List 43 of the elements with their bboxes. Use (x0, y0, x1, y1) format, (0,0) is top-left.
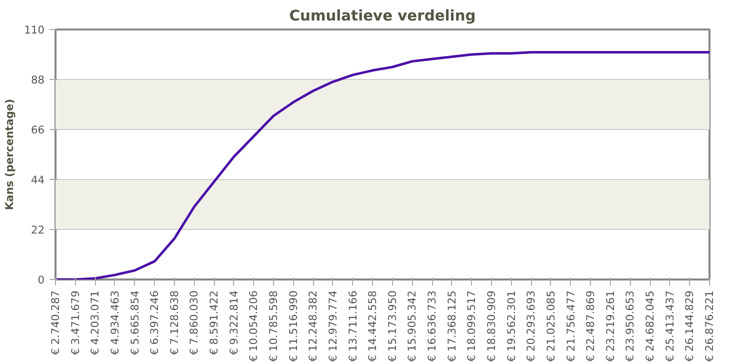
x-tick-label: € 8.591.422 (208, 290, 221, 355)
x-tick-label: € 3.471.679 (68, 290, 82, 355)
x-tick-label: € 4.203.071 (88, 290, 102, 355)
x-tick-label: € 18.099.517 (465, 290, 478, 362)
y-tick-label: 66 (30, 124, 45, 136)
x-tick-label: € 10.054.206 (247, 290, 260, 362)
y-tick-label: 110 (24, 24, 45, 36)
x-tick-label: € 6.397.246 (148, 290, 162, 355)
x-tick-label: € 5.665.854 (128, 290, 142, 355)
x-tick-label: € 10.785.598 (267, 290, 280, 362)
x-tick-label: € 4.934.463 (108, 290, 122, 355)
x-tick-label: € 11.516.990 (286, 290, 300, 362)
x-tick-label: € 23.219.261 (604, 290, 617, 362)
x-tick-label: € 20.293.693 (524, 290, 538, 362)
x-tick-label: € 15.173.950 (386, 290, 399, 362)
y-tick-label: 0 (38, 274, 45, 286)
x-tick-label: € 12.979.774 (326, 290, 340, 362)
line-series (56, 50, 710, 280)
y-tick-label: 88 (30, 74, 45, 86)
x-tick-label: € 14.442.558 (366, 290, 380, 362)
x-tick-label: € 19.562.301 (504, 290, 518, 362)
x-tick-label: € 9.322.814 (227, 290, 240, 355)
x-tick-label: € 13.711.166 (346, 290, 360, 362)
y-tick-label: 44 (30, 174, 45, 186)
x-tick-label: € 25.413.437 (663, 290, 676, 362)
x-tick-label: € 15.905.342 (406, 290, 419, 362)
chart-title: Cumulatieve verdeling (289, 8, 476, 24)
x-tick-label: € 24.682.045 (644, 290, 657, 362)
x-tick-label: € 23.950.653 (624, 290, 637, 362)
x-tick-label: € 18.830.909 (485, 290, 498, 362)
x-tick-label: € 26.144.829 (683, 290, 696, 362)
x-tick-label: € 21.025.085 (544, 290, 558, 362)
x-tick-label: € 12.248.382 (306, 290, 320, 362)
x-tick-label: € 21.756.477 (564, 290, 578, 362)
y-tick-label: 22 (30, 224, 45, 236)
x-tick-label: € 22.487.869 (584, 290, 598, 362)
x-tick-label: € 7.128.638 (168, 290, 181, 355)
x-tick-label: € 16.636.733 (426, 290, 439, 362)
x-tick-label: € 17.368.125 (445, 290, 458, 362)
x-tick-label: € 26.876.221 (703, 290, 716, 362)
x-tick-label: € 7.860.030 (188, 290, 201, 355)
y-axis-title: Kans (percentage) (3, 98, 16, 210)
x-tick-label: € 2.740.287 (49, 290, 62, 355)
